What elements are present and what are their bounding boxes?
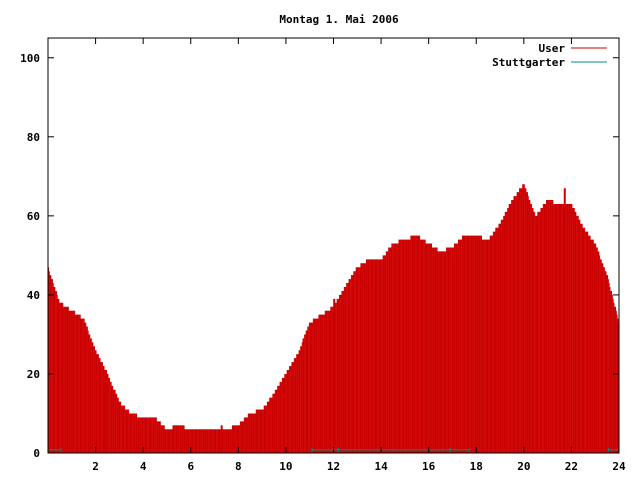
y-tick-label: 80 xyxy=(27,131,40,144)
x-tick-label: 22 xyxy=(565,460,578,473)
x-tick-label: 24 xyxy=(612,460,626,473)
x-tick-label: 2 xyxy=(92,460,99,473)
x-tick-label: 14 xyxy=(374,460,388,473)
y-axis: 0 20 40 60 80 100 xyxy=(20,52,619,460)
legend-label-stuttgarter: Stuttgarter xyxy=(492,56,565,69)
legend: User Stuttgarter xyxy=(492,42,607,69)
y-tick-label: 20 xyxy=(27,368,40,381)
chart-title: Montag 1. Mai 2006 xyxy=(279,13,399,26)
x-tick-label: 20 xyxy=(517,460,530,473)
x-tick-label: 10 xyxy=(279,460,292,473)
x-tick-label: 4 xyxy=(140,460,147,473)
y-tick-label: 100 xyxy=(20,52,40,65)
x-tick-label: 12 xyxy=(327,460,340,473)
y-tick-label: 0 xyxy=(33,447,40,460)
y-tick-label: 60 xyxy=(27,210,40,223)
stuttgarter-series xyxy=(47,447,620,452)
y-tick-label: 40 xyxy=(27,289,40,302)
x-tick-label: 6 xyxy=(187,460,194,473)
x-tick-label: 16 xyxy=(422,460,436,473)
legend-label-user: User xyxy=(539,42,566,55)
x-tick-label: 18 xyxy=(470,460,483,473)
bar-group xyxy=(47,184,620,453)
x-axis: 2 4 6 8 10 12 14 16 18 20 22 24 xyxy=(92,38,626,473)
x-tick-label: 8 xyxy=(235,460,242,473)
